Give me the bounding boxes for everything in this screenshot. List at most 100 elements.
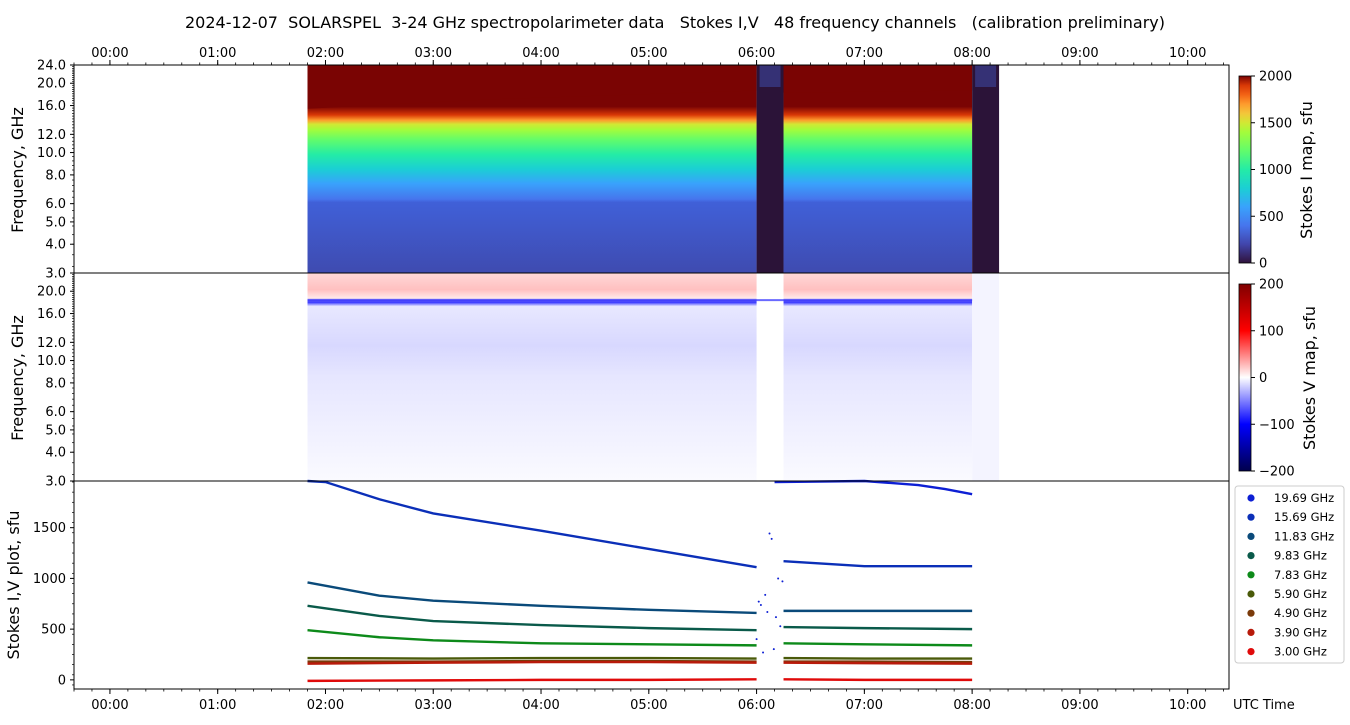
cb-i-tick-label: 1500 <box>1259 116 1292 131</box>
stokes-i-map-panel <box>308 65 1000 273</box>
bottom-time-tick-label: 00:00 <box>91 698 128 713</box>
stokes-i-gap <box>972 65 999 273</box>
cb-v-tick-label: 100 <box>1259 324 1284 339</box>
top-time-tick-label: 08:00 <box>953 46 990 61</box>
freq-tick-label: 3.0 <box>45 267 66 282</box>
freq-tick-label: 10.0 <box>37 146 66 161</box>
series-line <box>308 630 757 645</box>
top-time-tick-label: 06:00 <box>738 46 775 61</box>
top-time-tick-label: 03:00 <box>415 46 452 61</box>
series-line <box>308 606 757 630</box>
gap-point <box>760 604 762 606</box>
top-time-tick-label: 01:00 <box>199 46 236 61</box>
gap-point <box>781 580 783 582</box>
cb-i-tick-label: 2000 <box>1259 70 1292 85</box>
freq-tick-label: 24.0 <box>37 59 66 74</box>
legend-label: 3.90 GHz <box>1274 625 1327 639</box>
legend-marker <box>1247 552 1254 559</box>
legend-label: 7.83 GHz <box>1274 568 1327 582</box>
gap-point <box>775 616 777 618</box>
freq-tick-label: 12.0 <box>37 128 66 143</box>
legend-label: 19.69 GHz <box>1274 491 1334 505</box>
series-line <box>308 481 757 567</box>
cb-v-tick-label: 200 <box>1259 278 1284 293</box>
bottom-time-tick-label: 10:00 <box>1169 698 1206 713</box>
legend-marker <box>1247 533 1254 540</box>
stokes-v-data-segment <box>308 273 757 481</box>
gap-point <box>764 594 766 596</box>
cb-i-tick-label: 500 <box>1259 210 1284 225</box>
series-line <box>308 658 757 659</box>
stokes-v-tail <box>972 273 999 481</box>
gap-point <box>773 648 775 650</box>
gap-point <box>762 651 764 653</box>
freq-tick-label: 5.0 <box>45 215 66 230</box>
legend: 19.69 GHz15.69 GHz11.83 GHz9.83 GHz7.83 … <box>1235 486 1344 663</box>
bottom-time-tick-label: 03:00 <box>415 698 452 713</box>
series-line <box>784 643 973 645</box>
gap-point <box>766 611 768 613</box>
legend-label: 15.69 GHz <box>1274 510 1334 524</box>
gap-point <box>769 533 771 535</box>
stokes-v-colorbar <box>1239 284 1251 471</box>
cb-v-tick-label: 0 <box>1259 371 1267 386</box>
stokes-v-colorbar-label: Stokes V map, sfu <box>1300 306 1319 450</box>
freq-tick-label: 20.0 <box>37 77 66 92</box>
legend-marker <box>1247 494 1254 501</box>
top-time-tick-label: 00:00 <box>91 46 128 61</box>
stokes-v-data-segment <box>784 273 973 481</box>
stokes-i-gap-top <box>760 65 781 87</box>
stokes-plot-ylabel: Stokes I,V plot, sfu <box>4 511 23 660</box>
legend-marker <box>1247 629 1254 636</box>
top-time-tick-label: 07:00 <box>846 46 883 61</box>
top-time-tick-label: 05:00 <box>630 46 667 61</box>
top-time-tick-label: 10:00 <box>1169 46 1206 61</box>
bottom-time-tick-label: 02:00 <box>307 698 344 713</box>
legend-label: 3.00 GHz <box>1274 645 1327 659</box>
legend-marker <box>1247 571 1254 578</box>
freq-tick-label: 5.0 <box>45 423 66 438</box>
stokes-i-colorbar <box>1239 76 1251 263</box>
sfu-tick-label: 500 <box>41 623 66 638</box>
bottom-time-tick-label: 07:00 <box>846 698 883 713</box>
stokes-i-gap <box>757 65 784 273</box>
freq-tick-label: 16.0 <box>37 99 66 114</box>
series-line <box>308 582 757 612</box>
freq-tick-label: 6.0 <box>45 405 66 420</box>
bottom-time-tick-label: 04:00 <box>522 698 559 713</box>
series-line <box>784 627 973 629</box>
cb-i-tick-label: 0 <box>1259 257 1267 272</box>
freq-tick-label: 4.0 <box>45 446 66 461</box>
freq-tick-label: 8.0 <box>45 168 66 183</box>
freq-tick-label: 8.0 <box>45 376 66 391</box>
stokes-i-colorbar-label: Stokes I map, sfu <box>1297 101 1316 239</box>
legend-marker <box>1247 590 1254 597</box>
figure-title: 2024-12-07 SOLARSPEL 3-24 GHz spectropol… <box>185 13 1165 32</box>
gap-point <box>771 538 773 540</box>
stokes-i-high-freq-region <box>784 65 973 93</box>
top-time-tick-label: 09:00 <box>1061 46 1098 61</box>
freq-tick-label: 4.0 <box>45 238 66 253</box>
legend-label: 11.83 GHz <box>1274 529 1334 543</box>
legend-marker <box>1247 648 1254 655</box>
bottom-time-tick-label: 08:00 <box>953 698 990 713</box>
series-line <box>308 679 757 681</box>
gap-point <box>758 601 760 603</box>
legend-label: 5.90 GHz <box>1274 587 1327 601</box>
stokes-v-ylabel: Frequency, GHz <box>8 315 27 441</box>
series-line <box>784 658 973 659</box>
bottom-time-tick-label: 01:00 <box>199 698 236 713</box>
bottom-time-tick-label: 09:00 <box>1061 698 1098 713</box>
series-line <box>784 561 973 566</box>
legend-marker <box>1247 610 1254 617</box>
stokes-i-gap-top <box>975 65 996 87</box>
gap-point <box>777 578 779 580</box>
top-time-tick-label: 04:00 <box>522 46 559 61</box>
gap-point <box>756 638 758 640</box>
freq-tick-label: 6.0 <box>45 197 66 212</box>
sfu-tick-label: 0 <box>58 673 66 688</box>
legend-label: 4.90 GHz <box>1274 606 1327 620</box>
freq-tick-label: 12.0 <box>37 336 66 351</box>
freq-tick-label: 10.0 <box>37 354 66 369</box>
sfu-tick-label: 1500 <box>33 521 66 536</box>
